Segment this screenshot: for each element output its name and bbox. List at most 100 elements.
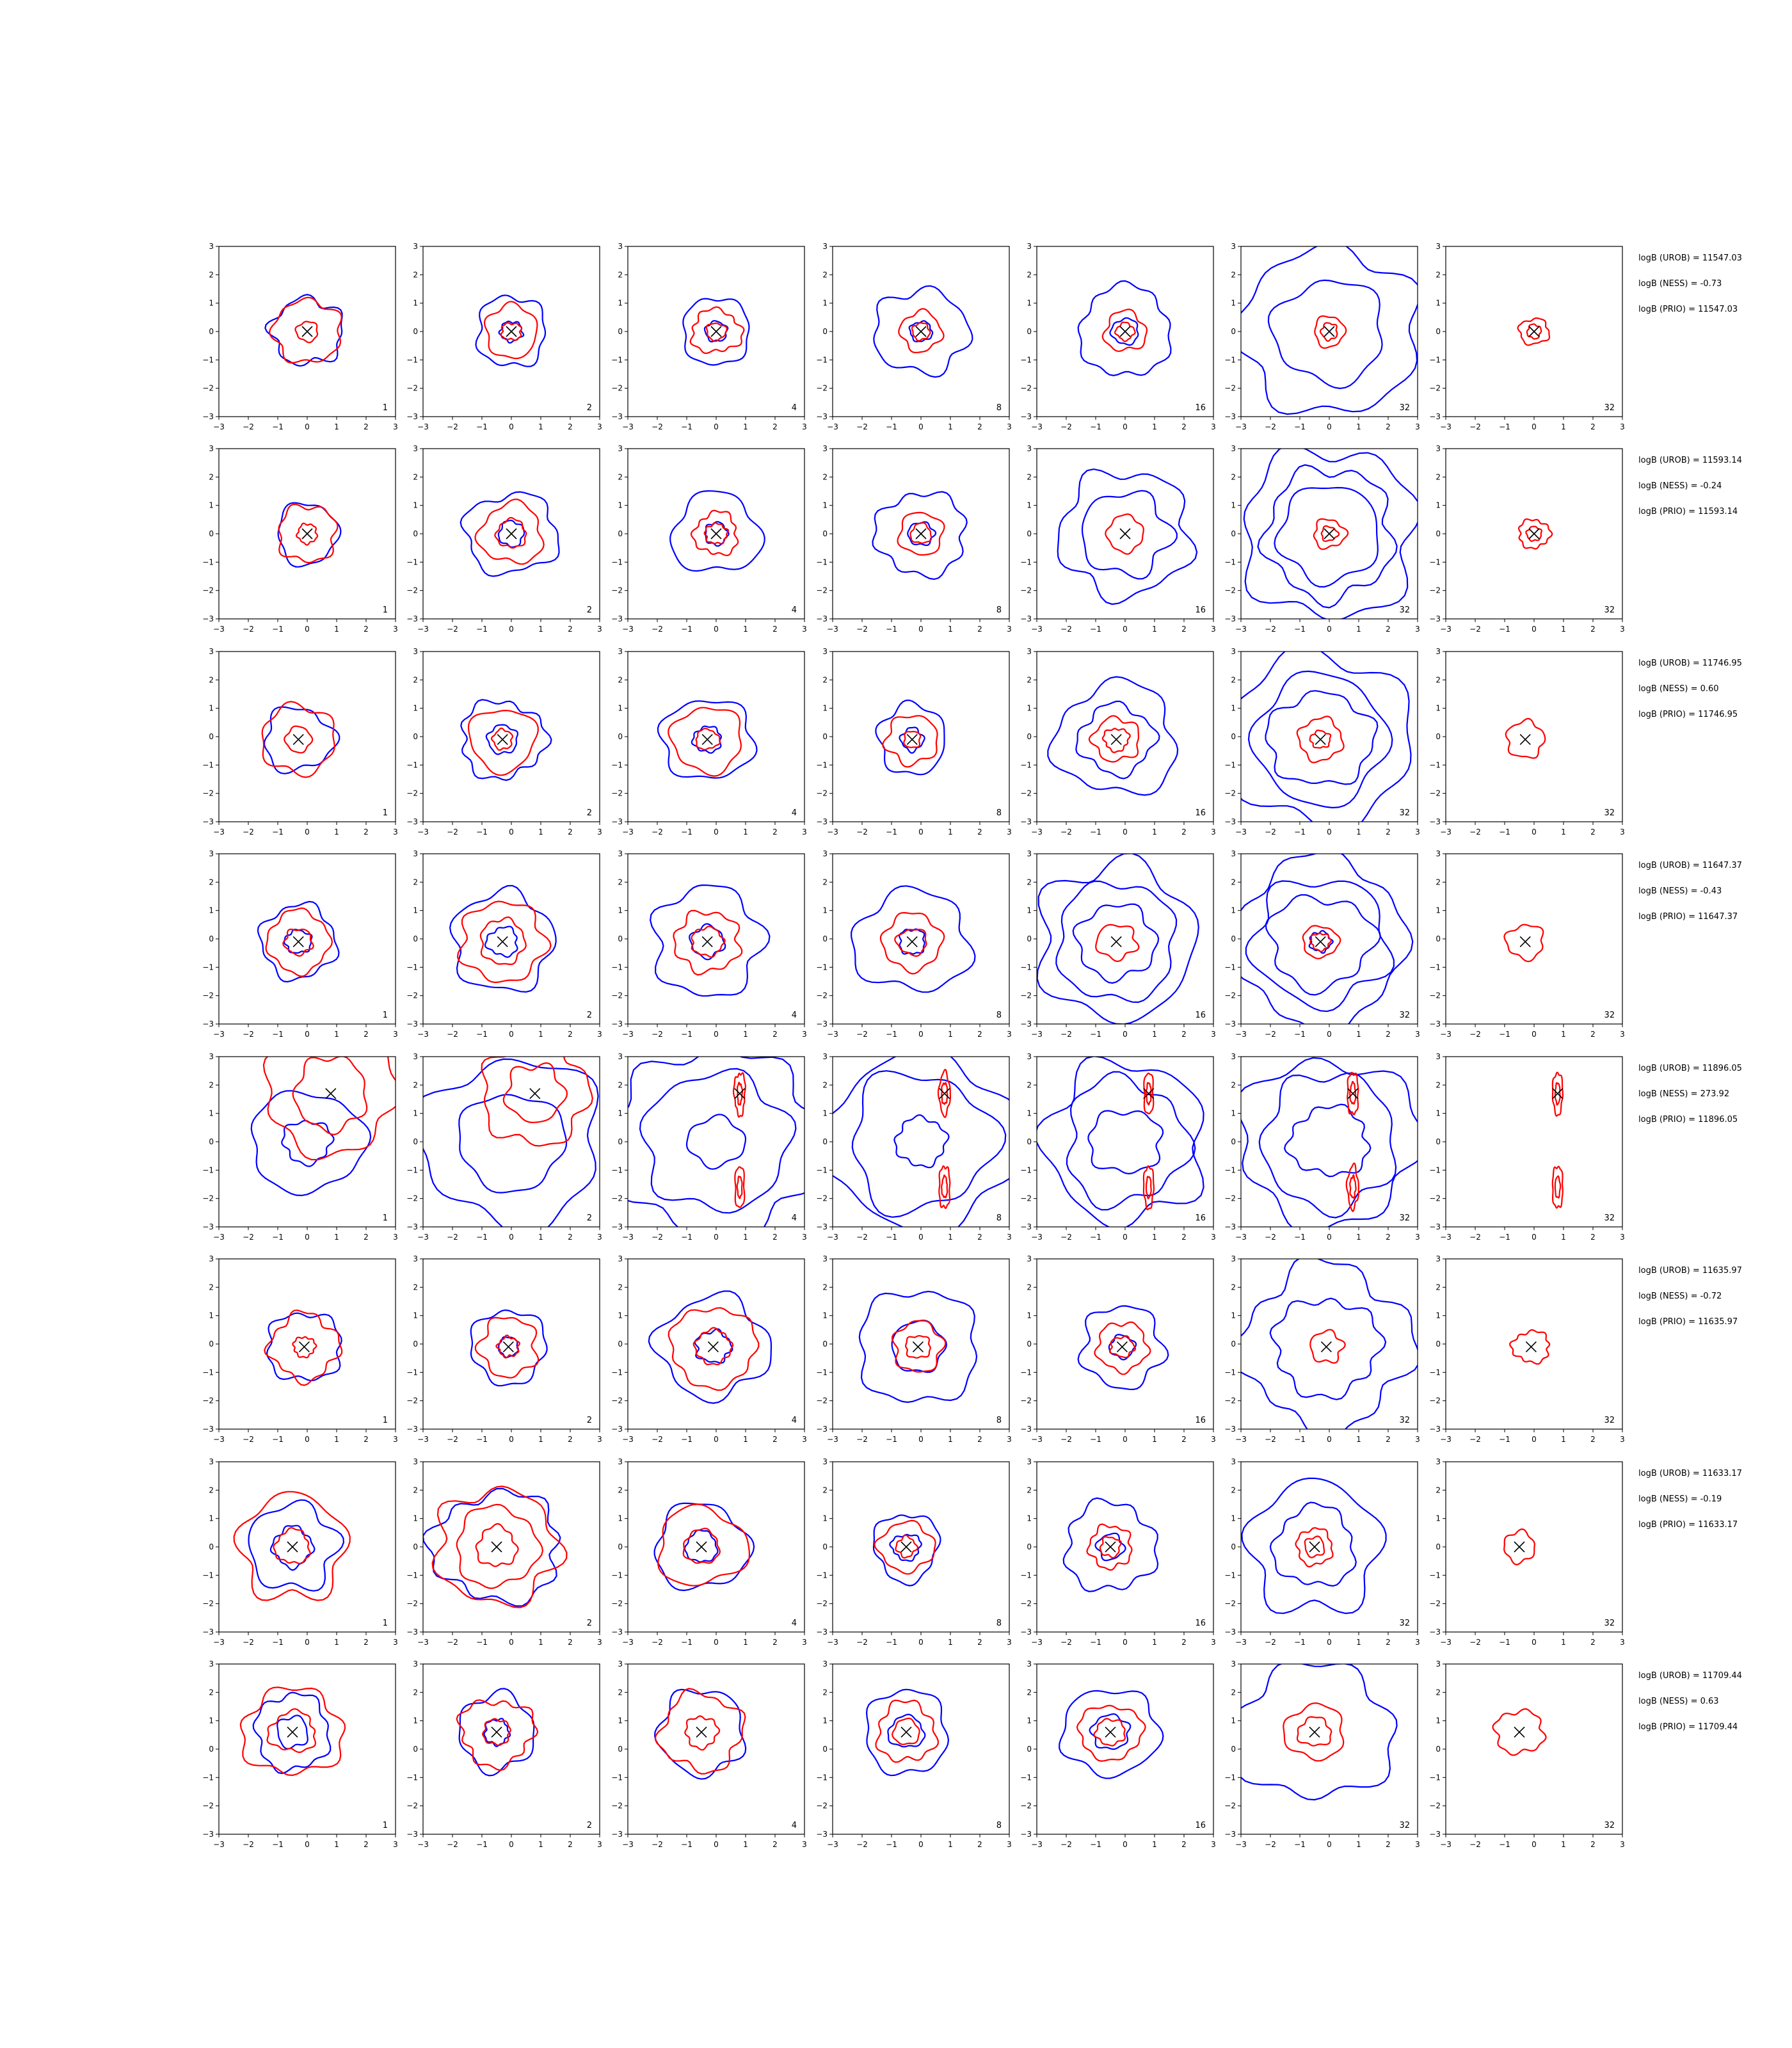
y-tick-label: 3 bbox=[1231, 1457, 1236, 1466]
x-tick-label: −3 bbox=[622, 1435, 634, 1444]
y-tick-label: 2 bbox=[1027, 1080, 1032, 1089]
x-tick-label: 0 bbox=[918, 1435, 924, 1444]
y-tick-label: −3 bbox=[406, 1830, 418, 1839]
blue-contour bbox=[685, 1114, 747, 1170]
x-tick-label: 3 bbox=[802, 1030, 807, 1039]
blue-contour bbox=[628, 1057, 804, 1227]
red-contour bbox=[475, 1523, 519, 1567]
x-tick-label: 0 bbox=[1532, 1233, 1537, 1242]
red-contour bbox=[282, 928, 314, 957]
y-tick-label: 0 bbox=[618, 732, 623, 741]
x-tick-label: 2 bbox=[977, 828, 982, 836]
red-contour bbox=[294, 321, 319, 344]
x-tick-label: 1 bbox=[538, 1435, 543, 1444]
panel-r3-c4: −3 −2 −1 0 1 2 3 −3 −2 −1 0 1 2 3 8 bbox=[816, 647, 1012, 836]
y-tick-label: −1 bbox=[406, 760, 418, 769]
x-tick-label: −3 bbox=[1440, 1435, 1452, 1444]
panel-r5-c2: −3 −2 −1 0 1 2 3 −3 −2 −1 0 1 2 3 2 bbox=[406, 1052, 602, 1242]
blue-contour bbox=[893, 1114, 950, 1169]
x-tick-label: 2 bbox=[1181, 1638, 1187, 1647]
y-tick-label: 3 bbox=[1231, 1052, 1236, 1061]
x-tick-label: −2 bbox=[243, 422, 254, 431]
axes-frame bbox=[1445, 1663, 1623, 1835]
red-contour bbox=[467, 709, 539, 776]
true-location-marker bbox=[1324, 326, 1335, 337]
y-tick-label: −2 bbox=[816, 1599, 828, 1608]
x-tick-label: 0 bbox=[509, 1840, 514, 1849]
panel-r3-c3: −3 −2 −1 0 1 2 3 −3 −2 −1 0 1 2 3 4 bbox=[611, 647, 807, 836]
red-contour bbox=[284, 725, 314, 754]
y-tick-label: −1 bbox=[611, 1773, 623, 1782]
x-tick-label: −2 bbox=[1469, 625, 1481, 634]
x-tick-label: 3 bbox=[802, 1638, 807, 1647]
y-tick-label: −3 bbox=[202, 1628, 214, 1636]
y-tick-label: −2 bbox=[816, 586, 828, 595]
y-tick-label: 3 bbox=[822, 1052, 828, 1061]
x-tick-label: 3 bbox=[1007, 1435, 1012, 1444]
true-location-marker bbox=[292, 936, 304, 947]
plot-area bbox=[1057, 468, 1198, 605]
y-tick-label: 1 bbox=[618, 1716, 623, 1725]
x-tick-label: 3 bbox=[1620, 1030, 1625, 1039]
x-tick-label: 3 bbox=[1620, 1638, 1625, 1647]
x-tick-label: −3 bbox=[417, 1030, 429, 1039]
y-tick-label: 3 bbox=[618, 1660, 623, 1668]
y-tick-label: −1 bbox=[406, 557, 418, 566]
x-tick-label: 2 bbox=[1181, 1840, 1187, 1849]
red-contour bbox=[1086, 1523, 1133, 1571]
x-tick-label: −3 bbox=[417, 1233, 429, 1242]
y-tick-label: −3 bbox=[406, 1222, 418, 1231]
x-tick-label: 3 bbox=[802, 1435, 807, 1444]
y-tick-label: 1 bbox=[209, 1514, 214, 1523]
blue-contour bbox=[1109, 317, 1139, 346]
x-tick-label: 1 bbox=[334, 422, 339, 431]
panel-r7-c6: −3 −2 −1 0 1 2 3 −3 −2 −1 0 1 2 3 32 bbox=[1224, 1457, 1420, 1647]
red-contour bbox=[736, 1175, 743, 1199]
panel-r5-c6: −3 −2 −1 0 1 2 3 −3 −2 −1 0 1 2 3 32 bbox=[1224, 1052, 1420, 1242]
blue-contour bbox=[485, 724, 519, 755]
x-tick-label: −2 bbox=[856, 828, 868, 836]
true-location-marker bbox=[1324, 528, 1335, 540]
x-tick-label: −3 bbox=[1235, 828, 1247, 836]
y-tick-label: 2 bbox=[822, 270, 828, 279]
x-tick-label: 1 bbox=[743, 1030, 748, 1039]
y-tick-label: 3 bbox=[413, 849, 418, 858]
x-tick-label: −1 bbox=[1499, 1233, 1510, 1242]
x-tick-label: 2 bbox=[364, 1840, 369, 1849]
y-tick-label: −2 bbox=[816, 991, 828, 1000]
red-contour bbox=[490, 727, 514, 751]
y-tick-label: 1 bbox=[822, 299, 828, 308]
true-location-marker bbox=[491, 1541, 502, 1553]
y-tick-label: 0 bbox=[209, 732, 214, 741]
red-contour bbox=[1283, 1702, 1345, 1762]
y-tick-label: −1 bbox=[1224, 760, 1236, 769]
y-tick-label: −2 bbox=[406, 789, 418, 798]
x-tick-label: 1 bbox=[1356, 1638, 1361, 1647]
red-contour bbox=[1508, 1329, 1551, 1365]
y-tick-label: −3 bbox=[406, 1020, 418, 1028]
true-location-marker bbox=[1110, 733, 1122, 745]
x-tick-label: −3 bbox=[1031, 1030, 1043, 1039]
x-tick-label: −3 bbox=[1235, 1840, 1247, 1849]
plot-area bbox=[875, 699, 945, 776]
blue-contour bbox=[1081, 490, 1178, 580]
x-tick-label: 1 bbox=[1356, 1233, 1361, 1242]
x-tick-label: −3 bbox=[622, 1030, 634, 1039]
y-tick-label: 0 bbox=[822, 934, 828, 943]
x-tick-label: 2 bbox=[772, 828, 778, 836]
y-tick-label: −2 bbox=[1020, 789, 1032, 798]
x-tick-label: −2 bbox=[1469, 1840, 1481, 1849]
red-contour bbox=[941, 1174, 948, 1199]
true-location-marker bbox=[939, 1088, 950, 1100]
y-tick-label: 2 bbox=[618, 1283, 623, 1292]
x-tick-label: −3 bbox=[1235, 625, 1247, 634]
x-tick-label: −2 bbox=[652, 1840, 663, 1849]
x-tick-label: −1 bbox=[476, 1030, 488, 1039]
plot-area bbox=[669, 490, 765, 572]
red-contour bbox=[1492, 1708, 1547, 1756]
red-contour bbox=[879, 911, 945, 975]
true-location-marker bbox=[696, 1541, 707, 1553]
red-contour bbox=[269, 296, 342, 364]
x-tick-label: −3 bbox=[1440, 828, 1452, 836]
blue-contour bbox=[470, 1309, 548, 1387]
